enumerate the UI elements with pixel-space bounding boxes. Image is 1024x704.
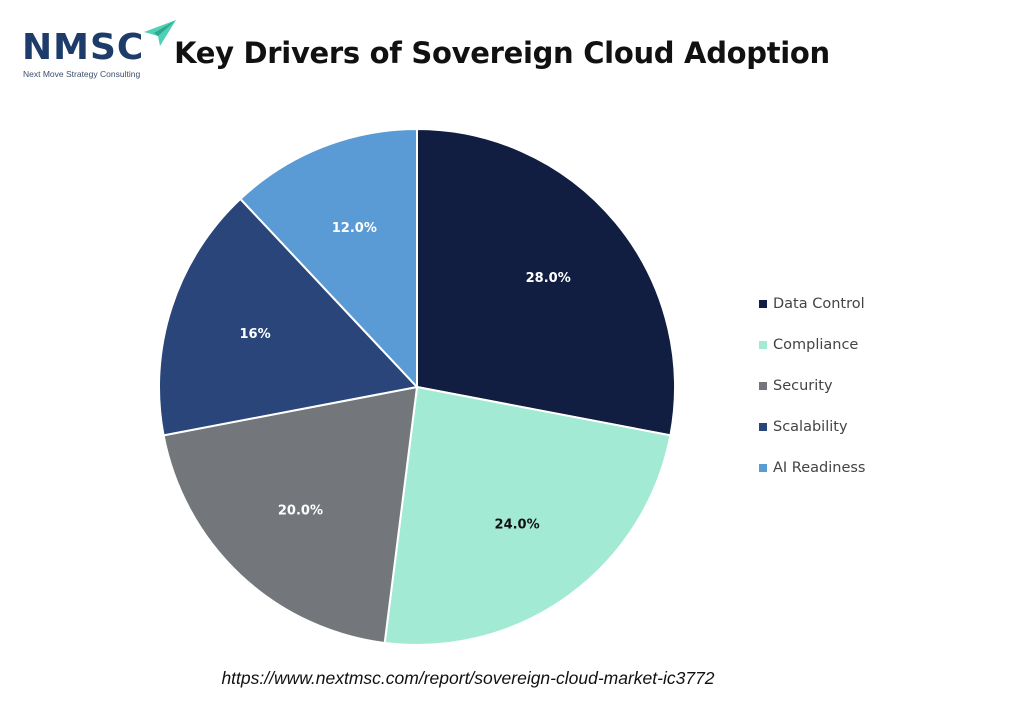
legend-label: Security <box>773 377 833 394</box>
chart-title: Key Drivers of Sovereign Cloud Adoption <box>174 36 830 70</box>
legend-swatch <box>759 422 767 431</box>
chart-legend: Data Control Compliance Security Scalabilit… <box>759 283 866 488</box>
data-label-data-control: 28.0% <box>526 271 571 286</box>
pie-slice-scalability <box>158 197 419 437</box>
pie-slice-ai-readiness <box>238 127 418 390</box>
legend-swatch <box>759 463 767 472</box>
data-label-scalability: 16% <box>239 327 270 342</box>
legend-swatch <box>759 340 767 349</box>
logo-arrow-icon <box>144 20 176 46</box>
data-label-ai-readiness: 12.0% <box>332 221 377 236</box>
legend-item: Data Control <box>759 283 866 324</box>
pie-slice-security <box>162 385 419 645</box>
source-url: https://www.nextmsc.com/report/sovereign… <box>221 668 715 688</box>
logo-tagline: Next Move Strategy Consulting <box>23 69 141 79</box>
legend-item: Scalability <box>759 406 866 447</box>
data-label-compliance: 24.0% <box>495 517 540 532</box>
pie-slice-compliance <box>383 385 672 646</box>
pie-slice-data-control <box>416 127 676 437</box>
legend-label: Scalability <box>773 418 848 435</box>
legend-label: Compliance <box>773 336 859 353</box>
legend-swatch <box>759 299 767 308</box>
brand-logo: NMSC Next Move Strategy Consulting <box>22 18 176 82</box>
legend-swatch <box>759 381 767 390</box>
logo-wordmark: NMSC <box>22 27 145 68</box>
legend-item: Security <box>759 365 866 406</box>
legend-item: Compliance <box>759 324 866 365</box>
legend-label: AI Readiness <box>773 459 866 476</box>
legend-item: AI Readiness <box>759 447 866 488</box>
data-label-security: 20.0% <box>278 504 323 519</box>
legend-label: Data Control <box>773 295 865 312</box>
